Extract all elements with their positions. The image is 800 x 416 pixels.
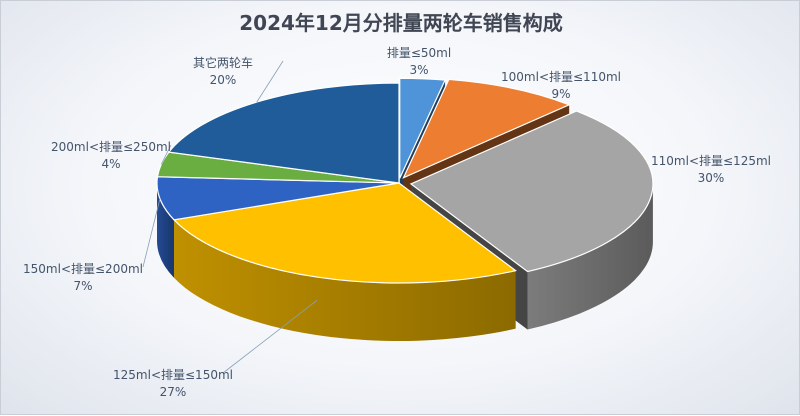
slice-label-percent: 20% xyxy=(210,73,237,87)
slice-label-name: 100ml<排量≤110ml xyxy=(501,70,621,84)
pie-slice xyxy=(172,182,517,284)
slice-label-percent: 30% xyxy=(698,171,725,185)
slice-label-name: 110ml<排量≤125ml xyxy=(651,154,771,168)
slice-label-percent: 27% xyxy=(160,385,187,399)
leader-line xyxy=(256,60,284,103)
pie-slice xyxy=(399,77,447,179)
slice-label-name: 150ml<排量≤200ml xyxy=(23,262,143,276)
pie-slice-side xyxy=(527,183,653,330)
slice-label-name: 其它两轮车 xyxy=(193,55,253,70)
slice-label-name: 排量≤50ml xyxy=(387,46,451,60)
pie-slice-side xyxy=(157,183,174,278)
leader-line xyxy=(222,299,318,374)
slice-label-name: 200ml<排量≤250ml xyxy=(51,140,171,154)
leader-line xyxy=(142,198,161,268)
pie-slice xyxy=(156,176,400,221)
pie-top-layer xyxy=(142,60,654,374)
slice-label-percent: 7% xyxy=(73,279,92,293)
chart-title: 2024年12月分排量两轮车销售构成 xyxy=(239,11,563,35)
slice-label-name: 125ml<排量≤150ml xyxy=(113,368,233,382)
slice-label-percent: 3% xyxy=(409,63,428,77)
pie-slice xyxy=(402,78,571,179)
slice-label-percent: 9% xyxy=(551,87,570,101)
leader-line xyxy=(160,144,172,165)
slice-label-percent: 4% xyxy=(101,157,120,171)
pie-slice-side xyxy=(173,219,516,342)
pie-slice xyxy=(409,110,654,273)
